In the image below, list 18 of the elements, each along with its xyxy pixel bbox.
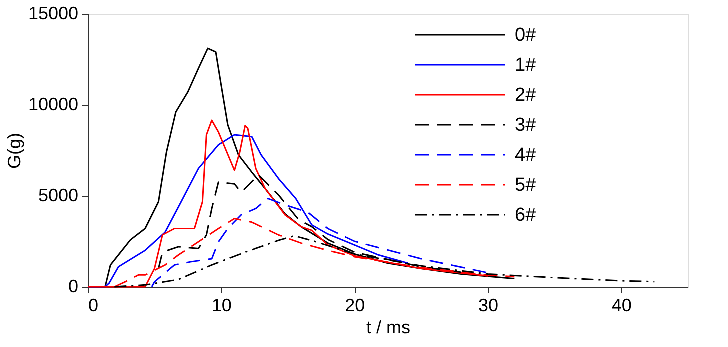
y-tick-label: 15000	[28, 4, 78, 24]
x-tick-label: 30	[478, 296, 499, 316]
y-tick-label: 0	[68, 276, 78, 296]
x-tick-label: 20	[345, 296, 366, 316]
x-axis-title: t / ms	[366, 318, 410, 338]
y-tick-label: 5000	[38, 186, 78, 206]
x-tick-label: 0	[88, 296, 99, 316]
y-tick-label: 10000	[28, 94, 78, 114]
x-tick-label: 10	[212, 296, 232, 316]
legend-label: 0#	[515, 25, 537, 46]
legend-label: 6#	[515, 205, 537, 226]
legend-label: 3#	[515, 115, 537, 136]
x-tick-label: 40	[612, 296, 632, 316]
legend-label: 2#	[515, 85, 537, 106]
y-axis-title: G(g)	[4, 133, 24, 169]
legend-label: 4#	[515, 145, 537, 166]
legend-label: 5#	[515, 175, 537, 196]
legend-label: 1#	[515, 55, 537, 76]
